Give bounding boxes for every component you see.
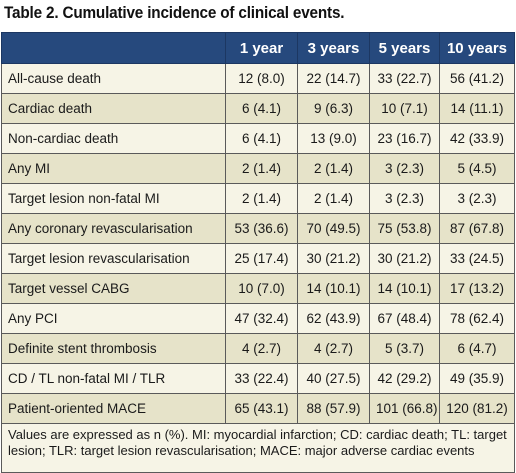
row-value-cell: 3 (2.3): [369, 153, 440, 184]
table-row: CD / TL non-fatal MI / TLR 33 (22.4) 40 (2…: [1, 363, 515, 394]
table-row: All-cause death 12 (8.0) 22 (14.7) 33 (22.7…: [1, 63, 515, 94]
table-row: Patient-oriented MACE 65 (43.1) 88 (57.9) 1…: [1, 393, 515, 424]
row-value-cell: 101 (66.8): [369, 393, 440, 424]
row-value-cell: 47 (32.4): [225, 303, 298, 334]
row-value-cell: 4 (2.7): [297, 333, 370, 364]
table-footnote: Values are expressed as n (%). MI: myoca…: [1, 423, 515, 473]
header-row: 1 year 3 years 5 years 10 years: [1, 32, 515, 64]
row-value-cell: 6 (4.1): [225, 123, 298, 154]
row-value-cell: 67 (48.4): [369, 303, 440, 334]
row-value-cell: 33 (24.5): [439, 243, 515, 274]
row-value-cell: 78 (62.4): [439, 303, 515, 334]
row-label: Target lesion non-fatal MI: [1, 183, 226, 214]
row-label: Target lesion revascularisation: [1, 243, 226, 274]
row-value-cell: 42 (33.9): [439, 123, 515, 154]
row-value-cell: 3 (2.3): [369, 183, 440, 214]
row-label: Patient-oriented MACE: [1, 393, 226, 424]
row-value-cell: 14 (10.1): [297, 273, 370, 304]
table-row: Target vessel CABG 10 (7.0) 14 (10.1) 14 (1…: [1, 273, 515, 304]
header-cell-5-years: 5 years: [369, 32, 440, 64]
row-label: Any coronary revascularisation: [1, 213, 226, 244]
row-value-cell: 56 (41.2): [439, 63, 515, 94]
row-label: Any PCI: [1, 303, 226, 334]
row-value-cell: 14 (11.1): [439, 93, 515, 124]
row-value-cell: 22 (14.7): [297, 63, 370, 94]
row-value-cell: 6 (4.1): [225, 93, 298, 124]
row-value-cell: 120 (81.2): [439, 393, 515, 424]
row-label: CD / TL non-fatal MI / TLR: [1, 363, 226, 394]
row-value-cell: 17 (13.2): [439, 273, 515, 304]
row-value-cell: 6 (4.7): [439, 333, 515, 364]
row-value-cell: 25 (17.4): [225, 243, 298, 274]
table-row: Target lesion non-fatal MI 2 (1.4) 2 (1.4)…: [1, 183, 515, 214]
table-row: Target lesion revascularisation 25 (17.4)…: [1, 243, 515, 274]
header-cell-10-years: 10 years: [439, 32, 515, 64]
row-value-cell: 5 (3.7): [369, 333, 440, 364]
table-row: Definite stent thrombosis 4 (2.7) 4 (2.7) 5…: [1, 333, 515, 364]
row-value-cell: 40 (27.5): [297, 363, 370, 394]
row-value-cell: 10 (7.0): [225, 273, 298, 304]
table-row: Any PCI 47 (32.4) 62 (43.9) 67 (48.4) 78 (62…: [1, 303, 515, 334]
row-value-cell: 33 (22.4): [225, 363, 298, 394]
clinical-events-table: 1 year 3 years 5 years 10 years All-caus…: [1, 32, 515, 473]
row-value-cell: 10 (7.1): [369, 93, 440, 124]
row-value-cell: 13 (9.0): [297, 123, 370, 154]
row-label: Target vessel CABG: [1, 273, 226, 304]
row-value-cell: 62 (43.9): [297, 303, 370, 334]
row-label: Any MI: [1, 153, 226, 184]
table-title: Table 2. Cumulative incidence of clinica…: [4, 3, 345, 22]
row-value-cell: 23 (16.7): [369, 123, 440, 154]
row-value-cell: 75 (53.8): [369, 213, 440, 244]
row-label: Non-cardiac death: [1, 123, 226, 154]
row-value-cell: 2 (1.4): [225, 183, 298, 214]
row-value-cell: 87 (67.8): [439, 213, 515, 244]
table-figure: Table 2. Cumulative incidence of clinica…: [1, 3, 515, 473]
row-value-cell: 3 (2.3): [439, 183, 515, 214]
table-row: Any MI 2 (1.4) 2 (1.4) 3 (2.3) 5 (4.5): [1, 153, 515, 184]
row-value-cell: 2 (1.4): [225, 153, 298, 184]
row-value-cell: 4 (2.7): [225, 333, 298, 364]
row-value-cell: 30 (21.2): [369, 243, 440, 274]
row-value-cell: 49 (35.9): [439, 363, 515, 394]
row-value-cell: 5 (4.5): [439, 153, 515, 184]
row-value-cell: 2 (1.4): [297, 153, 370, 184]
row-value-cell: 33 (22.7): [369, 63, 440, 94]
header-cell-label: [1, 32, 226, 64]
row-value-cell: 42 (29.2): [369, 363, 440, 394]
row-value-cell: 70 (49.5): [297, 213, 370, 244]
header-cell-1-year: 1 year: [225, 32, 298, 64]
row-value-cell: 30 (21.2): [297, 243, 370, 274]
row-value-cell: 14 (10.1): [369, 273, 440, 304]
row-label: All-cause death: [1, 63, 226, 94]
row-label: Definite stent thrombosis: [1, 333, 226, 364]
row-value-cell: 2 (1.4): [297, 183, 370, 214]
header-cell-3-years: 3 years: [297, 32, 370, 64]
footnote-row: Values are expressed as n (%). MI: myoca…: [1, 423, 515, 473]
row-label: Cardiac death: [1, 93, 226, 124]
row-value-cell: 53 (36.6): [225, 213, 298, 244]
table-row: Non-cardiac death 6 (4.1) 13 (9.0) 23 (16.7…: [1, 123, 515, 154]
row-value-cell: 12 (8.0): [225, 63, 298, 94]
row-value-cell: 65 (43.1): [225, 393, 298, 424]
row-value-cell: 88 (57.9): [297, 393, 370, 424]
table-row: Cardiac death 6 (4.1) 9 (6.3) 10 (7.1) 14 (1…: [1, 93, 515, 124]
table-row: Any coronary revascularisation 53 (36.6) 7…: [1, 213, 515, 244]
row-value-cell: 9 (6.3): [297, 93, 370, 124]
